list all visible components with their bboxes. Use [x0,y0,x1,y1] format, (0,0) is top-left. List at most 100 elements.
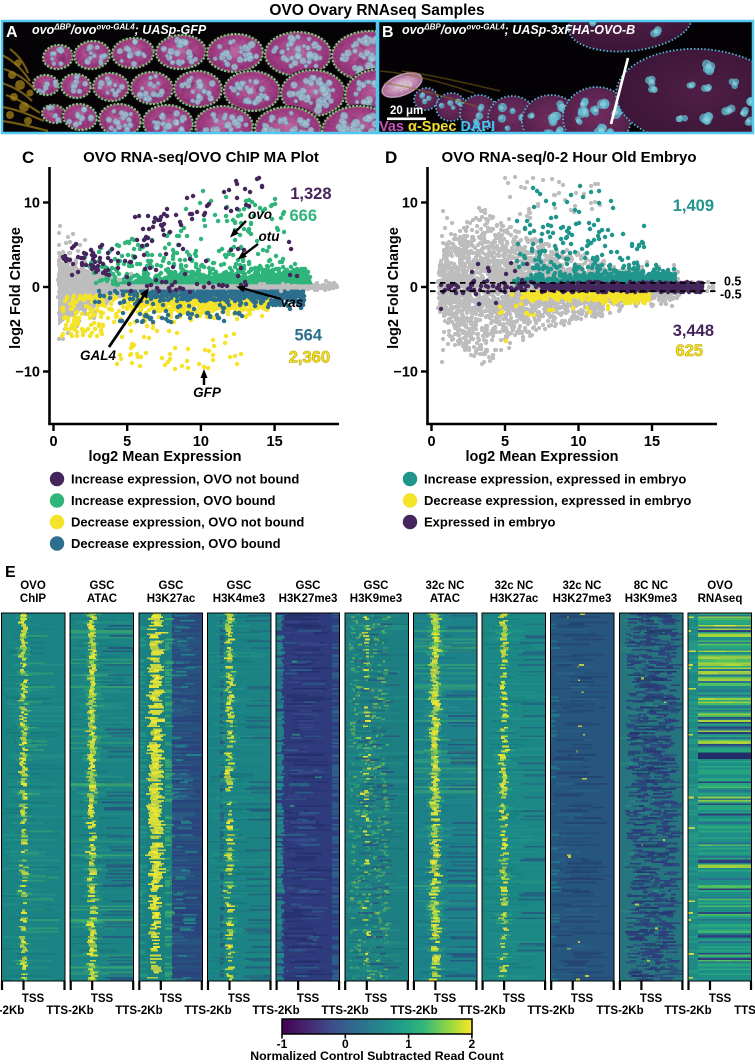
svg-text:TSS: TSS [228,993,251,1005]
svg-text:H3K9me3: H3K9me3 [625,593,677,605]
svg-text:15: 15 [267,434,283,450]
svg-text:TSS: TSS [22,993,45,1005]
svg-text:TSS: TSS [571,993,594,1005]
svg-text:H3K9me3: H3K9me3 [350,593,402,605]
svg-text:TTS: TTS [734,1005,755,1017]
svg-text:RNAseq: RNAseq [698,593,743,605]
svg-text:Increase expression, expressed: Increase expression, expressed in embryo [424,472,686,487]
svg-text:GSC: GSC [227,580,252,592]
svg-text:32c NC: 32c NC [495,580,534,592]
svg-text:GAL4: GAL4 [80,348,116,363]
svg-text:1,409: 1,409 [673,197,714,215]
svg-text:ovo: ovo [248,207,272,222]
svg-text:TTS-2Kb: TTS-2Kb [664,1005,711,1017]
svg-text:3,448: 3,448 [673,322,714,340]
svg-text:-0.5: -0.5 [720,288,742,302]
svg-text:OVO Ovary RNAseq Samples: OVO Ovary RNAseq Samples [269,2,484,19]
svg-text:10: 10 [193,434,209,450]
svg-text:otu: otu [259,229,281,244]
svg-text:H3K27me3: H3K27me3 [553,593,612,605]
svg-text:TTS-2Kb: TTS-2Kb [321,1005,368,1017]
svg-text:0: 0 [410,280,418,296]
svg-text:H3K27me3: H3K27me3 [279,593,338,605]
svg-text:E: E [5,564,16,581]
svg-text:GSC: GSC [159,580,184,592]
svg-text:TSS: TSS [297,993,320,1005]
svg-text:A: A [6,24,18,41]
svg-text:ovoΔBP/ovoovo-GAL4; UASp-3xFHA: ovoΔBP/ovoovo-GAL4; UASp-3xFHA-OVO-B [402,23,635,38]
svg-text:8C NC: 8C NC [634,580,669,592]
svg-text:OVO RNA-seq/OVO ChIP MA Plot: OVO RNA-seq/OVO ChIP MA Plot [83,149,319,166]
svg-text:H3K4me3: H3K4me3 [213,593,265,605]
svg-text:TSS: TSS [365,993,388,1005]
svg-text:20 μm: 20 μm [390,105,423,117]
svg-text:−10: −10 [393,365,418,381]
svg-text:ATAC: ATAC [87,593,117,605]
svg-text:2: 2 [469,1037,476,1051]
svg-text:10: 10 [570,434,586,450]
svg-text:TTS-2Kb: TTS-2Kb [46,1005,93,1017]
svg-text:B: B [382,24,394,41]
svg-text:log2 Fold Change: log2 Fold Change [8,227,24,349]
svg-text:log2 Fold Change: log2 Fold Change [386,227,402,349]
svg-text:TSS: TSS [91,993,114,1005]
svg-text:Decrease expression, expressed: Decrease expression, expressed in embryo [424,493,691,508]
svg-text:OVO RNA-seq/0-2 Hour Old Embry: OVO RNA-seq/0-2 Hour Old Embryo [441,149,696,166]
svg-text:0: 0 [32,280,40,296]
svg-text:vas: vas [281,295,304,310]
svg-text:OVO: OVO [20,580,46,592]
svg-text:5: 5 [123,434,131,450]
svg-text:32c NC: 32c NC [426,580,465,592]
svg-text:32c NC: 32c NC [563,580,602,592]
svg-text:666: 666 [289,207,317,225]
svg-text:0.5: 0.5 [724,275,741,289]
svg-text:Vas α-Spec DAPI: Vas α-Spec DAPI [379,119,495,135]
svg-text:GSC: GSC [364,580,389,592]
svg-text:0: 0 [427,434,435,450]
svg-text:625: 625 [675,342,703,360]
svg-text:Decrease expression, OVO bound: Decrease expression, OVO bound [71,536,281,551]
svg-text:10: 10 [24,196,40,212]
svg-text:TSS: TSS [640,993,663,1005]
svg-text:log2 Mean Expression: log2 Mean Expression [465,449,618,465]
svg-text:−10: −10 [15,365,40,381]
svg-text:Expressed in embryo: Expressed in embryo [424,515,556,530]
svg-text:TSS: TSS [709,993,732,1005]
svg-text:5: 5 [501,434,509,450]
svg-text:TTS-2Kb: TTS-2Kb [458,1005,505,1017]
svg-text:564: 564 [294,327,322,345]
svg-text:TTS-2Kb: TTS-2Kb [184,1005,231,1017]
svg-text:D: D [385,148,397,167]
svg-text:GSC: GSC [296,580,321,592]
svg-text:TTS-2Kb: TTS-2Kb [596,1005,643,1017]
svg-text:OVO: OVO [707,580,733,592]
svg-text:1,328: 1,328 [290,185,331,203]
svg-text:-1: -1 [277,1037,288,1051]
svg-text:TTS-2Kb: TTS-2Kb [527,1005,574,1017]
svg-text:Normalized Control Subtracted: Normalized Control Subtracted Read Count [250,1049,503,1063]
svg-text:2,360: 2,360 [289,349,330,367]
svg-text:1: 1 [405,1037,412,1051]
svg-text:0: 0 [342,1037,349,1051]
svg-text:GSC: GSC [90,580,115,592]
svg-text:TTS-2Kb: TTS-2Kb [390,1005,437,1017]
svg-text:Increase expression, OVO bound: Increase expression, OVO bound [71,493,276,508]
svg-text:TTS-2Kb: TTS-2Kb [252,1005,299,1017]
svg-text:log2 Mean Expression: log2 Mean Expression [88,449,241,465]
svg-text:TTS-2Kb: TTS-2Kb [115,1005,162,1017]
svg-text:Increase expression, OVO not b: Increase expression, OVO not bound [71,472,299,487]
svg-text:-2Kb: -2Kb [0,1005,24,1017]
svg-text:ovoΔBP/ovoovo-GAL4; UASp-GFP: ovoΔBP/ovoovo-GAL4; UASp-GFP [32,23,207,38]
svg-text:0: 0 [49,434,57,450]
svg-text:15: 15 [644,434,660,450]
svg-text:TSS: TSS [160,993,183,1005]
svg-text:H3K27ac: H3K27ac [147,593,196,605]
svg-text:TSS: TSS [503,993,526,1005]
svg-text:ChIP: ChIP [20,593,47,605]
svg-text:TSS: TSS [434,993,457,1005]
svg-text:ATAC: ATAC [430,593,460,605]
svg-text:H3K27ac: H3K27ac [490,593,539,605]
svg-text:10: 10 [402,196,418,212]
svg-text:GFP: GFP [193,385,222,400]
svg-text:C: C [22,148,34,167]
